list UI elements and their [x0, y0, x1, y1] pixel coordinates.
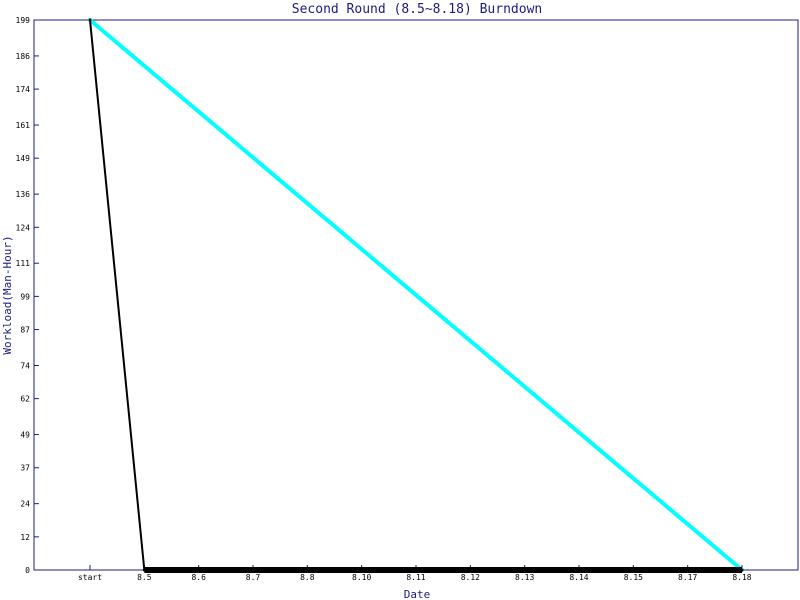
ideal-line-segment — [88, 18, 744, 572]
series-layer — [88, 18, 744, 573]
y-tick-label: 24 — [20, 500, 30, 509]
y-tick-label: 136 — [16, 190, 31, 199]
y-tick-label: 186 — [16, 52, 31, 61]
x-tick-label: 8.5 — [137, 573, 152, 582]
y-tick-label: 62 — [20, 395, 30, 404]
actual-point — [305, 568, 309, 572]
y-tick-label: 12 — [20, 533, 30, 542]
chart-title: Second Round (8.5~8.18) Burndown — [292, 2, 542, 17]
actual-point — [197, 568, 201, 572]
y-tick-label: 199 — [16, 16, 31, 25]
y-tick-label: 74 — [20, 361, 30, 370]
y-tick-label: 149 — [16, 154, 31, 163]
actual-point — [468, 568, 472, 572]
y-tick-label: 87 — [20, 326, 30, 335]
y-tick-label: 111 — [16, 259, 31, 268]
x-tick-label: 8.6 — [191, 573, 206, 582]
x-tick-label: 8.11 — [406, 573, 425, 582]
x-tick-label: 8.14 — [569, 573, 588, 582]
actual-point — [414, 568, 418, 572]
y-tick-label: 174 — [16, 85, 31, 94]
y-tick-label: 49 — [20, 431, 30, 440]
x-tick-label: 8.17 — [678, 573, 697, 582]
y-tick-label: 99 — [20, 292, 30, 301]
x-axis-title: Date — [404, 588, 431, 600]
actual-line-segment — [89, 19, 146, 571]
y-tick-label: 161 — [16, 121, 31, 130]
actual-point — [523, 568, 527, 572]
y-axis-title: Workload(Man-Hour) — [1, 235, 14, 354]
actual-point — [577, 568, 581, 572]
x-tick-label: start — [78, 573, 102, 582]
y-tick-label: 37 — [20, 464, 30, 473]
x-tick-label: 8.10 — [352, 573, 371, 582]
y-tick-label: 124 — [16, 223, 31, 232]
x-tick-label: 8.15 — [624, 573, 643, 582]
y-tick-label: 0 — [25, 566, 30, 575]
actual-point — [360, 568, 364, 572]
x-tick-label: 8.12 — [461, 573, 480, 582]
actual-point — [142, 568, 146, 572]
actual-point — [251, 568, 255, 572]
actual-point — [740, 568, 744, 572]
y-axis-ticks: 0 12 24 37 49 62 74 87 99 111 124 136 149 161 174 186 19… — [16, 16, 39, 575]
x-tick-label: 8.18 — [732, 573, 751, 582]
actual-point — [686, 568, 690, 572]
actual-point — [631, 568, 635, 572]
x-tick-label: 8.8 — [300, 573, 315, 582]
actual-point — [88, 18, 92, 22]
x-tick-label: 8.13 — [515, 573, 534, 582]
x-tick-label: 8.7 — [246, 573, 261, 582]
